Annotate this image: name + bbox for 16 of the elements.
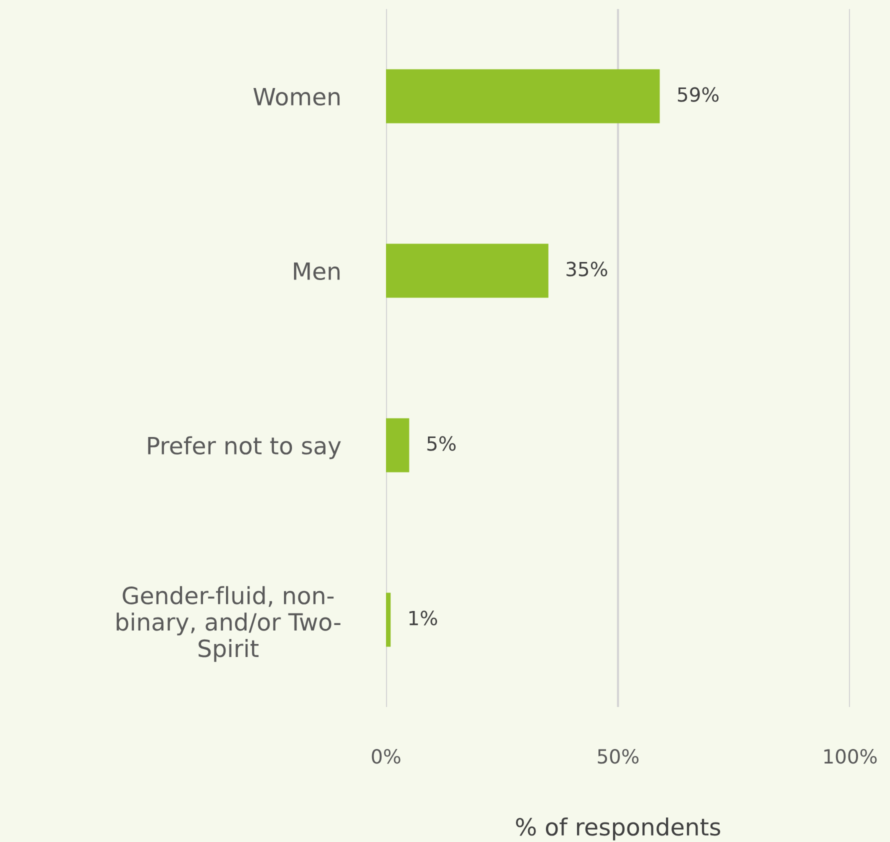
- x-axis-title: % of respondents: [516, 817, 720, 840]
- bar: [386, 592, 391, 647]
- x-tick-label: 100%: [824, 749, 877, 764]
- data-label: 59%: [678, 87, 719, 102]
- y-tick-label: Gender-fluid, non- binary, and/or Two- Spirit: [116, 586, 340, 662]
- y-tick-label: Women: [253, 88, 340, 106]
- data-label: 35%: [566, 262, 608, 276]
- y-tick-label: Men: [294, 262, 340, 280]
- bar: [386, 418, 410, 472]
- x-tick-label: 0%: [372, 749, 400, 764]
- x-tick-label: 50%: [598, 749, 639, 764]
- data-label: 5%: [427, 436, 456, 451]
- y-tick-label: Prefer not to say: [148, 436, 341, 460]
- bar: [386, 244, 548, 298]
- bar: [386, 69, 660, 124]
- data-label: 1%: [409, 610, 438, 626]
